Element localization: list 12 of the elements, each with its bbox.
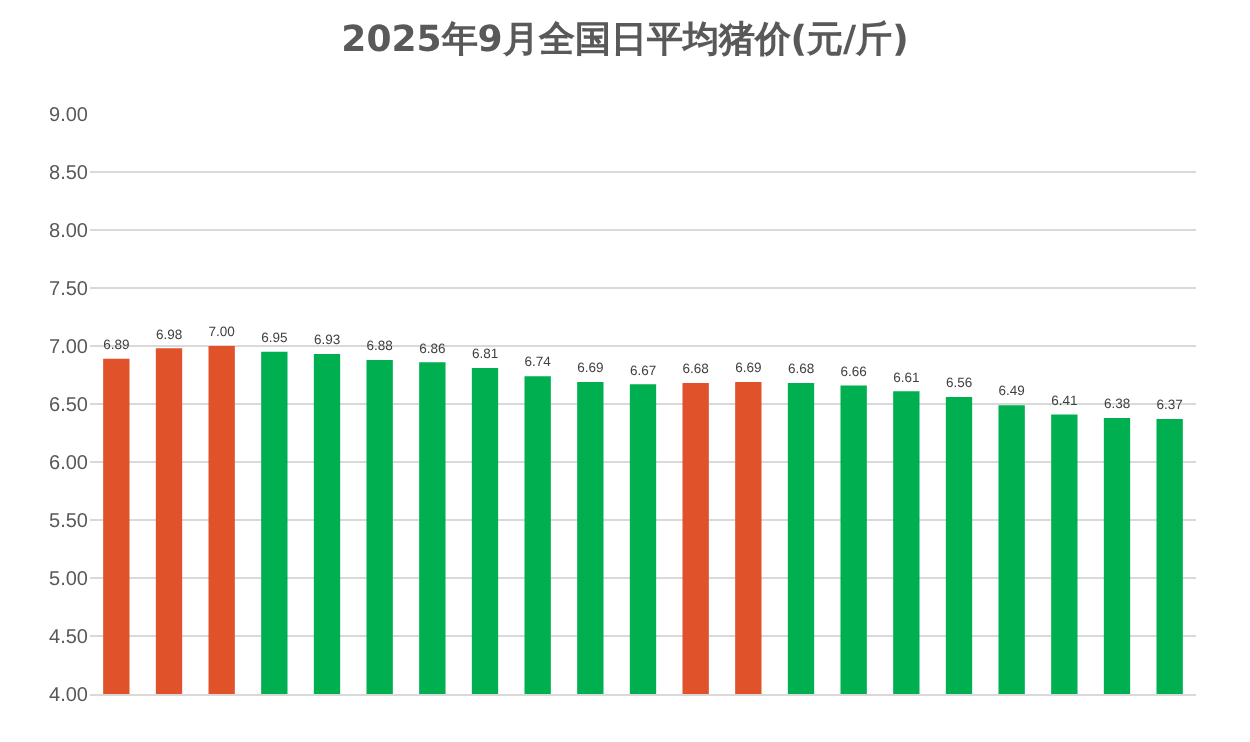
chart-title: 2025年9月全国日平均猪价(元/斤) xyxy=(341,19,909,62)
y-tick-label: 9.00 xyxy=(49,105,89,127)
y-tick-label: 7.50 xyxy=(49,279,89,301)
y-tick-label: 4.50 xyxy=(49,627,89,649)
y-tick-label: 5.00 xyxy=(49,569,89,591)
y-tick-label: 4.00 xyxy=(49,685,89,707)
y-tick-label: 6.50 xyxy=(49,395,89,417)
y-tick-label: 7.00 xyxy=(49,337,89,359)
y-tick-label: 8.50 xyxy=(49,163,89,185)
y-tick-label: 6.00 xyxy=(49,453,89,475)
y-tick-label: 8.00 xyxy=(49,221,89,243)
y-tick-label: 5.50 xyxy=(49,511,89,533)
